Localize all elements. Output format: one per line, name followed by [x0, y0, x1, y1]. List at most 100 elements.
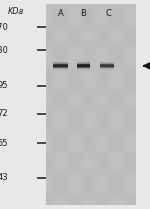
- Point: [101, 185, 104, 188]
- Point: [59, 160, 61, 163]
- Bar: [76, 70, 90, 71]
- Point: [130, 170, 133, 174]
- Point: [118, 90, 121, 93]
- Point: [123, 116, 126, 119]
- Point: [50, 98, 52, 101]
- Point: [105, 120, 108, 123]
- Point: [71, 148, 73, 151]
- Point: [122, 21, 124, 24]
- Point: [67, 32, 69, 35]
- Point: [111, 34, 114, 37]
- Point: [87, 48, 90, 51]
- Point: [50, 75, 52, 78]
- Point: [59, 161, 61, 164]
- Point: [87, 200, 89, 203]
- Point: [70, 118, 72, 121]
- Point: [63, 132, 65, 135]
- Point: [67, 151, 70, 154]
- Point: [108, 158, 110, 161]
- Point: [94, 87, 96, 90]
- Bar: [76, 66, 90, 67]
- Point: [110, 141, 113, 144]
- Point: [96, 67, 98, 70]
- Point: [113, 93, 115, 97]
- Point: [79, 74, 81, 78]
- Bar: [53, 63, 68, 64]
- Point: [86, 41, 88, 45]
- Point: [52, 31, 54, 34]
- Point: [98, 100, 100, 104]
- Point: [46, 193, 49, 196]
- Point: [82, 155, 85, 159]
- Point: [74, 183, 76, 186]
- Point: [58, 177, 60, 181]
- Point: [54, 178, 56, 181]
- Point: [64, 94, 66, 97]
- Point: [116, 158, 118, 162]
- Point: [111, 198, 113, 201]
- Text: 55: 55: [0, 139, 8, 148]
- Point: [69, 175, 72, 179]
- Point: [113, 134, 116, 137]
- Point: [104, 48, 106, 51]
- Point: [120, 158, 122, 161]
- Point: [126, 171, 129, 174]
- Point: [122, 147, 124, 150]
- Point: [66, 62, 69, 66]
- Point: [90, 190, 92, 194]
- Point: [109, 195, 112, 199]
- Point: [120, 150, 123, 153]
- Point: [80, 202, 82, 205]
- Point: [118, 99, 121, 102]
- Point: [70, 49, 72, 52]
- Point: [45, 193, 48, 196]
- Point: [120, 180, 123, 183]
- Point: [116, 138, 118, 142]
- Point: [76, 78, 78, 82]
- Point: [76, 188, 79, 192]
- Point: [112, 94, 115, 97]
- Point: [84, 95, 86, 98]
- Point: [61, 5, 63, 8]
- Point: [101, 22, 103, 25]
- Point: [102, 153, 104, 156]
- Point: [131, 70, 133, 73]
- Point: [72, 15, 74, 18]
- Point: [58, 79, 61, 82]
- Point: [66, 8, 68, 12]
- Point: [87, 80, 90, 83]
- Point: [60, 75, 63, 78]
- Point: [118, 38, 121, 41]
- Point: [100, 145, 103, 148]
- Point: [112, 118, 114, 121]
- Point: [123, 193, 126, 197]
- Bar: [76, 65, 90, 66]
- Point: [102, 190, 104, 193]
- Point: [88, 73, 91, 76]
- Point: [55, 62, 57, 65]
- Point: [92, 119, 94, 122]
- Point: [117, 7, 120, 10]
- Point: [51, 4, 54, 7]
- Point: [53, 33, 56, 37]
- Point: [118, 116, 121, 120]
- Point: [74, 35, 77, 38]
- Point: [59, 188, 62, 191]
- Point: [68, 40, 70, 43]
- Point: [127, 119, 129, 122]
- Point: [116, 42, 119, 46]
- Point: [60, 122, 62, 126]
- Point: [87, 100, 89, 103]
- Point: [84, 176, 86, 179]
- Point: [134, 94, 136, 98]
- Point: [86, 16, 88, 19]
- Point: [126, 15, 129, 19]
- Point: [101, 30, 104, 33]
- Point: [56, 47, 58, 50]
- Point: [119, 177, 121, 181]
- Point: [96, 124, 99, 127]
- Point: [71, 70, 74, 74]
- Point: [82, 175, 84, 178]
- Point: [114, 187, 116, 190]
- Point: [63, 162, 65, 165]
